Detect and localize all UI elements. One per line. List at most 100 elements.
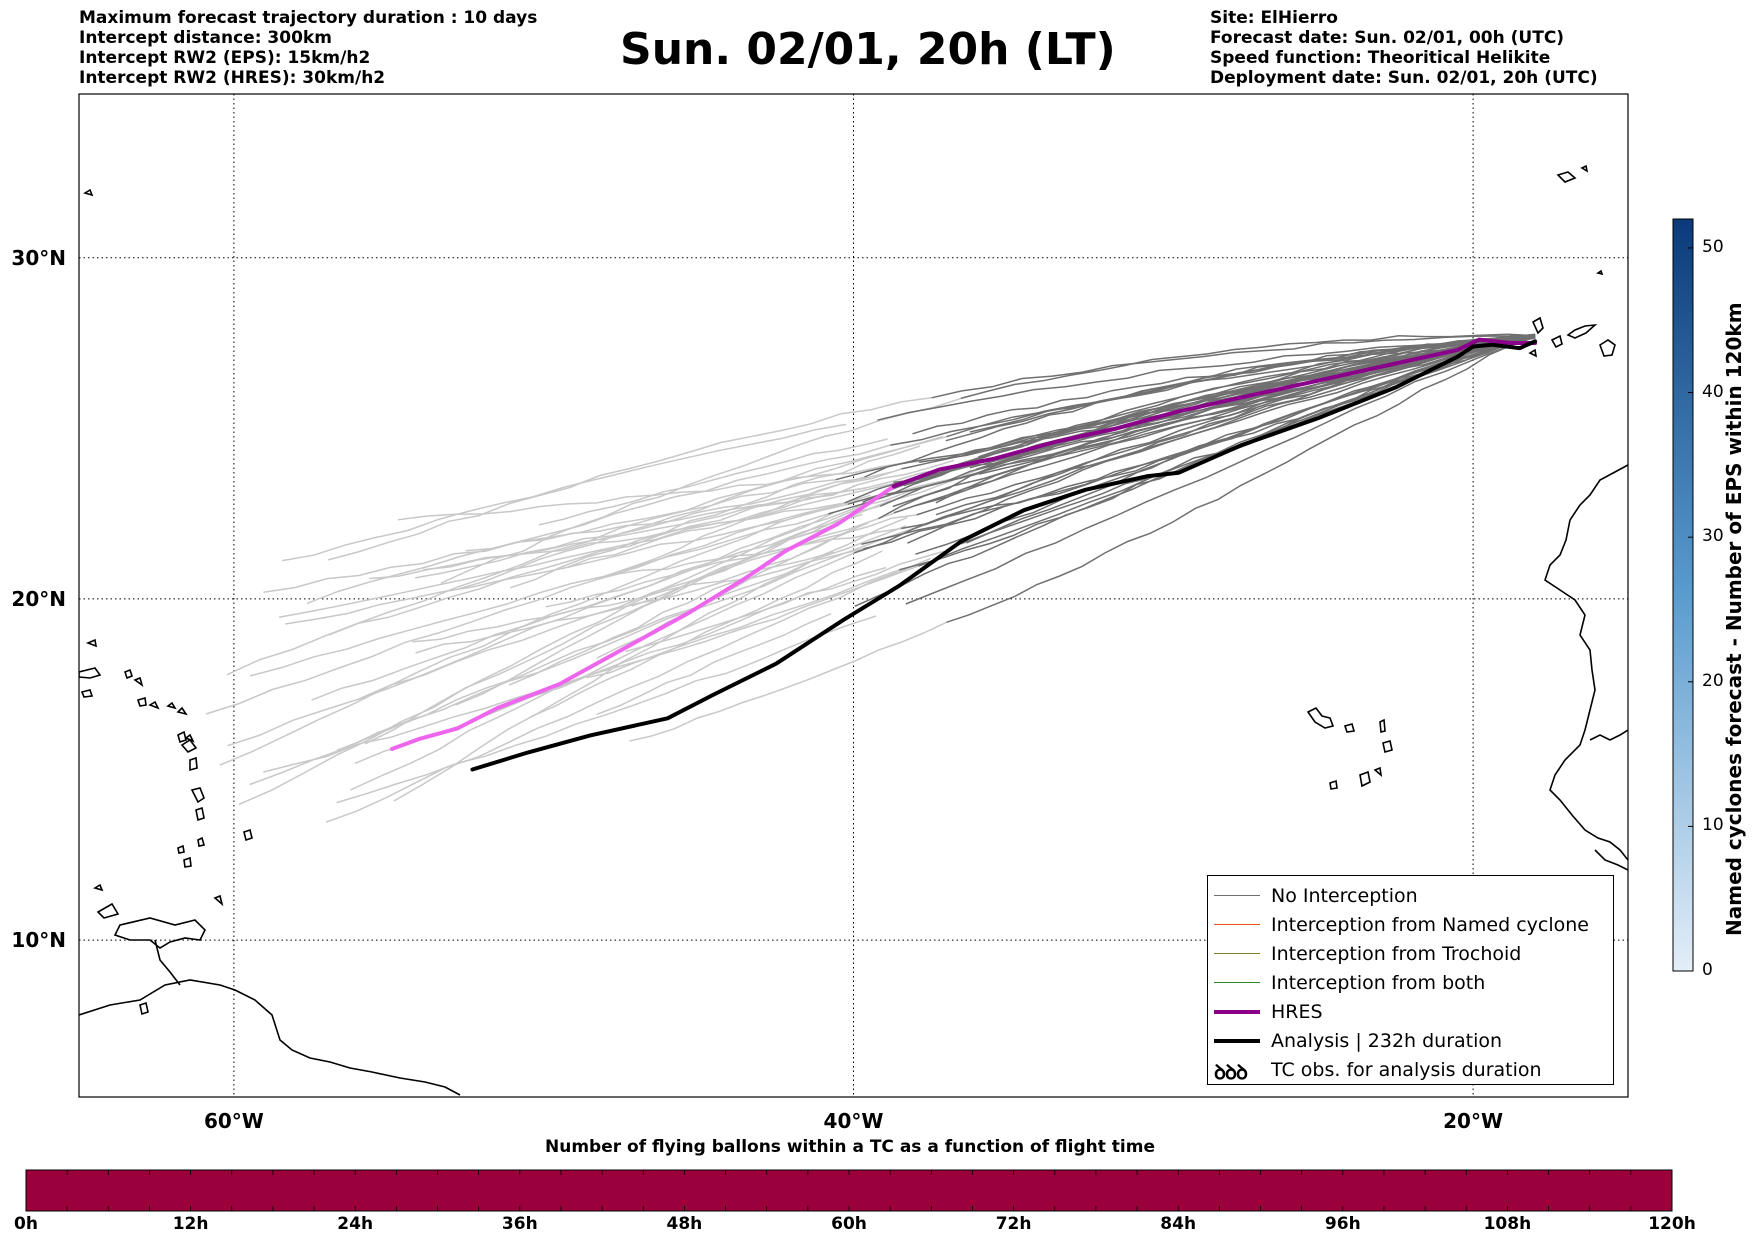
lat-tick-label: 10°N: [11, 928, 66, 952]
header-right-info: Site: ElHierro Forecast date: Sun. 02/01…: [1210, 8, 1598, 88]
legend-label: Analysis | 232h duration: [1271, 1030, 1503, 1052]
ensemble-track-dark: [916, 336, 1536, 516]
ensemble-track-dark: [886, 333, 1536, 497]
header-right-line: Deployment date: Sun. 02/01, 20h (UTC): [1210, 68, 1598, 88]
ensemble-track-light: [284, 503, 848, 625]
ensemble-track-dark: [946, 336, 1536, 624]
eps-colorbar-tick-label: 50: [1702, 236, 1724, 257]
analysis-track: [470, 339, 1538, 772]
legend-label: Interception from both: [1271, 972, 1486, 994]
ensemble-track-dark: [918, 335, 1536, 463]
ensemble-track-light: [250, 513, 829, 677]
legend-item: HRES: [1208, 998, 1613, 1027]
flight-time-tick-label: 120h: [1648, 1214, 1696, 1234]
legend-item: Interception from both: [1208, 969, 1613, 998]
header-left-info: Maximum forecast trajectory duration : 1…: [79, 8, 537, 88]
eps-colorbar-tick-label: 30: [1702, 526, 1724, 547]
ensemble-track-dark: [915, 333, 1536, 555]
lon-tick-label: 60°W: [204, 1109, 264, 1133]
ensemble-track-dark: [861, 337, 1536, 546]
lat-tick-label: 30°N: [11, 246, 66, 270]
ensemble-track-light: [631, 505, 881, 607]
analysis-track-line: [470, 339, 1538, 772]
eps-colorbar-tick-label: 20: [1702, 670, 1724, 691]
eps-colorbar: [1672, 218, 1694, 972]
ensemble-tracks-faded: [205, 397, 985, 823]
ensemble-track-light: [336, 525, 907, 752]
legend-item: ꝺꝺꝺ TC obs. for analysis duration: [1208, 1056, 1613, 1085]
ensemble-track-light: [455, 507, 861, 706]
flight-time-title: Number of flying ballons within a TC as …: [544, 1137, 1155, 1157]
ensemble-track-light: [328, 468, 902, 636]
ensemble-track-light: [423, 473, 980, 571]
ensemble-track-light: [508, 522, 869, 686]
hres-track-early: [389, 484, 896, 751]
ensemble-track-light: [530, 550, 883, 718]
legend-item: Interception from Trochoid: [1208, 940, 1613, 969]
ensemble-track-light: [629, 621, 947, 742]
legend-label: TC obs. for analysis duration: [1271, 1059, 1542, 1081]
header-right-line: Forecast date: Sun. 02/01, 00h (UTC): [1210, 28, 1565, 48]
legend-item: Analysis | 232h duration: [1208, 1027, 1613, 1056]
hres-track-late: [891, 337, 1538, 489]
ensemble-track-dark: [877, 336, 1536, 421]
legend-label: Interception from Trochoid: [1271, 943, 1522, 965]
axis-labels: 30°N 20°N 10°N 60°W 40°W 20°W: [11, 246, 1503, 1133]
flight-time-ticks: [25, 1170, 1673, 1211]
ensemble-track-light: [595, 527, 902, 581]
eps-colorbar-ticks: [1688, 247, 1693, 972]
flight-time-tick-label: 36h: [501, 1214, 538, 1234]
legend-line-swatch: [1214, 1010, 1260, 1014]
ensemble-track-light: [325, 557, 931, 823]
ensemble-track-light: [509, 445, 921, 589]
ensemble-track-light: [357, 480, 947, 701]
flight-time-tick-label: 96h: [1324, 1214, 1361, 1234]
ensemble-track-light: [414, 471, 892, 579]
flight-time-tick-label: 84h: [1160, 1214, 1197, 1234]
ensemble-track-light: [311, 513, 863, 701]
legend-line-swatch: [1214, 953, 1260, 955]
ensemble-track-light: [364, 512, 834, 745]
header-left-line: Intercept RW2 (HRES): 30km/h2: [79, 68, 386, 88]
ensemble-tracks-no-interception: [828, 333, 1536, 624]
ensemble-track-light: [226, 435, 947, 676]
ensemble-track-dark: [931, 335, 1536, 399]
ensemble-track-light: [596, 613, 832, 716]
coastlines: [79, 164, 1628, 1096]
ensemble-track-light: [625, 550, 945, 653]
legend-item: Interception from Named cyclone: [1208, 911, 1613, 940]
ensemble-track-light: [350, 552, 855, 791]
ensemble-track-light: [238, 466, 985, 805]
legend-item: No Interception: [1208, 882, 1613, 911]
legend-line-swatch: [1214, 982, 1260, 984]
ensemble-track-dark: [946, 335, 1536, 438]
legend-label: Interception from Named cyclone: [1271, 914, 1589, 936]
header-left-line: Intercept distance: 300km: [79, 28, 332, 48]
eps-colorbar-tick-label: 40: [1702, 381, 1724, 402]
ensemble-track-dark: [960, 333, 1536, 400]
flight-time-tick-label: 72h: [995, 1214, 1032, 1234]
gridlines: [79, 94, 1628, 1097]
ensemble-track-light: [327, 397, 932, 561]
lon-tick-label: 40°W: [824, 1109, 884, 1133]
header-left-line: Maximum forecast trajectory duration : 1…: [79, 8, 538, 28]
tc-symbol-icon: ꝺꝺꝺ: [1214, 1060, 1248, 1084]
ensemble-track-light: [278, 472, 939, 618]
header-right-line: Site: ElHierro: [1210, 8, 1338, 28]
ensemble-track-light: [412, 551, 834, 643]
legend-line-swatch: [1214, 895, 1260, 897]
lon-tick-label: 20°W: [1443, 1109, 1503, 1133]
flight-time-tick-label: 24h: [337, 1214, 374, 1234]
lat-tick-label: 20°N: [11, 587, 66, 611]
flight-time-tick-label: 48h: [666, 1214, 703, 1234]
ensemble-track-light: [282, 423, 847, 562]
eps-colorbar-tick-label: 0: [1702, 960, 1713, 980]
eps-colorbar-tick-label: 10: [1702, 815, 1724, 836]
map-frame: [78, 93, 1629, 1098]
ensemble-track-light: [336, 615, 877, 804]
ensemble-track-light: [458, 435, 944, 590]
ensemble-track-light: [440, 397, 962, 584]
flight-time-tick-label: 12h: [172, 1214, 209, 1234]
header-left-line: Intercept RW2 (EPS): 15km/h2: [79, 48, 371, 68]
